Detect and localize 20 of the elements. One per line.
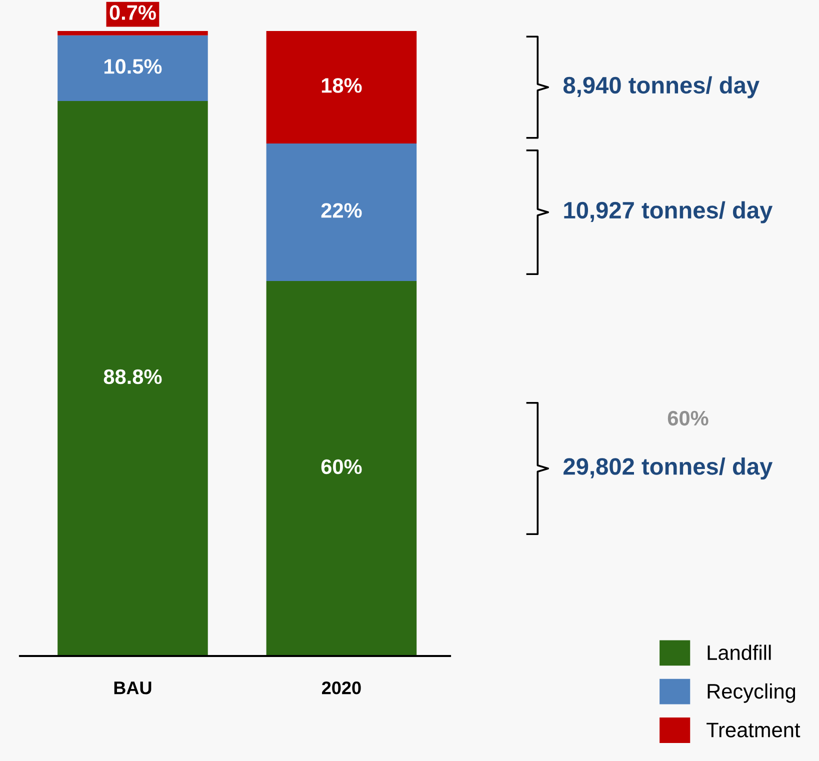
bar <box>266 281 417 656</box>
text: 60% <box>668 410 708 426</box>
text: 8,940 tonnes/ day <box>563 76 760 98</box>
data-label: 22% <box>321 203 362 218</box>
x-tick-label: 2020 <box>322 681 361 694</box>
bar <box>266 31 417 144</box>
data-label: 0.7% <box>110 5 156 20</box>
legend-label: Landfill <box>708 644 771 660</box>
text: 29,802 tonnes/ day <box>564 457 773 480</box>
bar <box>58 35 208 101</box>
x-tick-label: BAU <box>114 682 152 694</box>
data-label: 88.8% <box>104 369 162 384</box>
legend-label: Treatment <box>706 722 800 738</box>
bar <box>266 144 417 281</box>
data-label: 18% <box>322 78 362 93</box>
text: 10,927 tonnes/ day <box>564 201 773 224</box>
data-label: 60% <box>321 459 362 474</box>
data-label: 10.5% <box>104 59 162 74</box>
bar <box>58 31 208 36</box>
legend-label: Recycling <box>708 683 796 703</box>
